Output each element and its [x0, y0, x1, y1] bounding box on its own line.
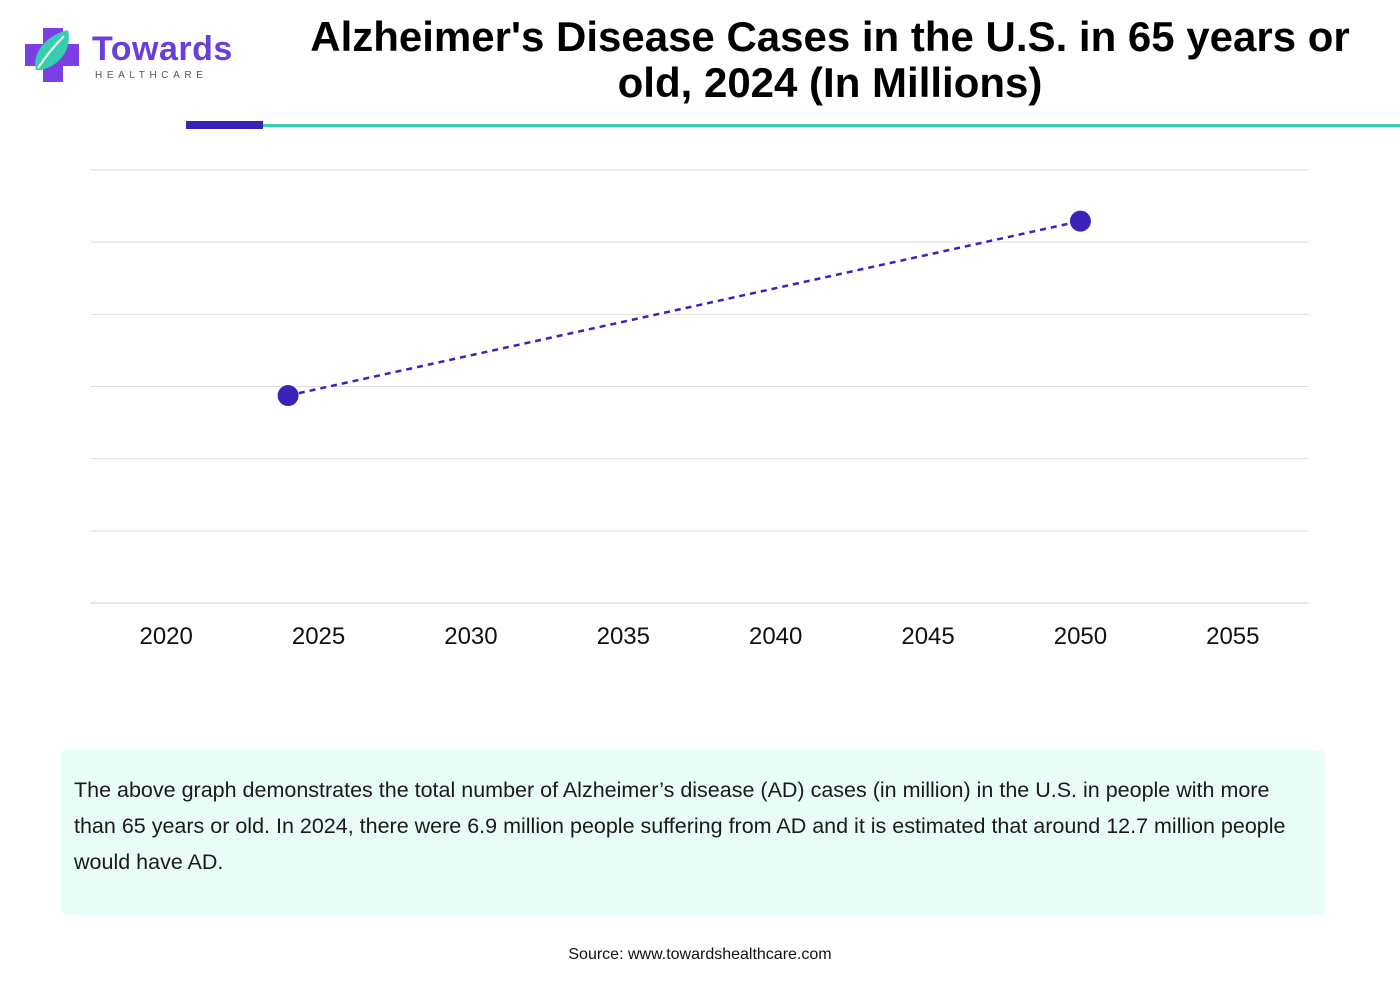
data-point — [277, 385, 299, 407]
x-axis-ticks: 2020 2025 2030 2035 2040 2045 2050 2055 — [139, 623, 1259, 650]
series-line — [287, 219, 1081, 397]
x-tick-label: 2035 — [597, 623, 650, 650]
medical-cross-leaf-icon — [25, 28, 79, 82]
x-tick-label: 2020 — [139, 623, 192, 650]
x-tick-label: 2055 — [1206, 623, 1259, 650]
description-box: The above graph demonstrates the total n… — [61, 750, 1325, 915]
x-tick-label: 2045 — [901, 623, 954, 650]
x-tick-label: 2030 — [444, 623, 497, 650]
brand-name: Towards — [92, 30, 233, 68]
brand-logo: Towards HEALTHCARE — [22, 24, 242, 88]
brand-tagline: HEALTHCARE — [95, 70, 208, 81]
source-footer: Source: www.towardshealthcare.com — [0, 946, 1400, 964]
title-underline-accent — [186, 121, 263, 129]
chart-title: Alzheimer's Disease Cases in the U.S. in… — [310, 13, 1350, 106]
data-point — [1069, 210, 1091, 232]
chart-series — [277, 210, 1091, 407]
x-tick-label: 2050 — [1054, 623, 1107, 650]
source-text: Source: www.towardshealthcare.com — [568, 946, 832, 963]
x-tick-label: 2025 — [292, 623, 345, 650]
description-text: The above graph demonstrates the total n… — [74, 778, 1286, 874]
line-chart: 2020 2025 2030 2035 2040 2045 2050 2055 — [90, 169, 1309, 650]
x-tick-label: 2040 — [749, 623, 802, 650]
chart-grid — [90, 169, 1309, 604]
title-underline — [263, 124, 1400, 127]
